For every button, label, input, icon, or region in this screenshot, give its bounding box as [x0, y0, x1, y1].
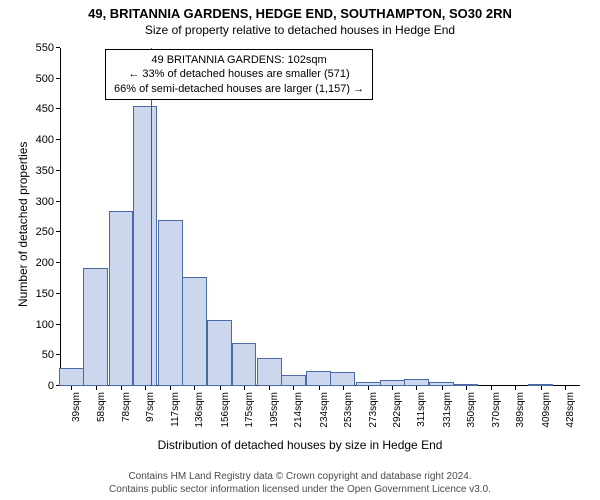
y-tick-mark: [56, 139, 60, 140]
x-tick-label: 58sqm: [96, 392, 107, 422]
annotation-line2: ← 33% of detached houses are smaller (57…: [114, 67, 364, 81]
histogram-bar: [59, 368, 84, 386]
x-tick-label: 428sqm: [565, 392, 576, 428]
x-tick-mark: [71, 386, 72, 390]
x-tick-label: 136sqm: [194, 392, 205, 428]
x-tick-mark: [269, 386, 270, 390]
x-tick-label: 273sqm: [368, 392, 379, 428]
y-tick-mark: [56, 231, 60, 232]
y-tick-mark: [56, 170, 60, 171]
y-tick-label: 450: [36, 103, 60, 115]
histogram-bar: [232, 343, 257, 386]
x-tick-label: 39sqm: [71, 392, 82, 422]
y-tick-mark: [56, 293, 60, 294]
histogram-bar: [257, 358, 282, 386]
y-tick-mark: [56, 78, 60, 79]
y-tick-label: 250: [36, 226, 60, 238]
histogram-bar: [330, 372, 355, 386]
y-tick-label: 50: [42, 349, 60, 361]
x-tick-mark: [170, 386, 171, 390]
annotation-line3: 66% of semi-detached houses are larger (…: [114, 82, 364, 96]
x-tick-mark: [319, 386, 320, 390]
x-tick-label: 389sqm: [515, 392, 526, 428]
histogram-bar: [429, 382, 454, 386]
x-tick-label: 409sqm: [541, 392, 552, 428]
y-tick-mark: [56, 47, 60, 48]
x-tick-mark: [466, 386, 467, 390]
x-tick-label: 78sqm: [121, 392, 132, 422]
attribution-footer: Contains HM Land Registry data © Crown c…: [0, 471, 600, 496]
y-tick-mark: [56, 108, 60, 109]
y-tick-label: 200: [36, 257, 60, 269]
x-tick-mark: [442, 386, 443, 390]
histogram-bar: [281, 375, 306, 386]
histogram-bar: [182, 277, 207, 386]
y-tick-mark: [56, 324, 60, 325]
x-tick-label: 214sqm: [293, 392, 304, 428]
x-tick-label: 175sqm: [244, 392, 255, 428]
x-tick-label: 370sqm: [491, 392, 502, 428]
x-tick-mark: [416, 386, 417, 390]
x-tick-label: 195sqm: [269, 392, 280, 428]
y-tick-label: 350: [36, 165, 60, 177]
y-axis-line: [60, 48, 61, 386]
histogram-bar: [133, 106, 158, 386]
y-tick-label: 550: [36, 42, 60, 54]
chart-title-line2: Size of property relative to detached ho…: [0, 23, 600, 37]
y-tick-label: 150: [36, 288, 60, 300]
x-tick-mark: [392, 386, 393, 390]
x-tick-mark: [293, 386, 294, 390]
y-tick-label: 300: [36, 196, 60, 208]
x-tick-label: 311sqm: [416, 392, 427, 427]
x-tick-mark: [541, 386, 542, 390]
x-axis-label: Distribution of detached houses by size …: [0, 438, 600, 452]
x-tick-label: 156sqm: [220, 392, 231, 428]
x-tick-mark: [343, 386, 344, 390]
histogram-bar: [528, 384, 553, 386]
x-tick-mark: [145, 386, 146, 390]
histogram-bar: [83, 268, 108, 386]
chart-title-line1: 49, BRITANNIA GARDENS, HEDGE END, SOUTHA…: [0, 6, 600, 21]
y-tick-mark: [56, 201, 60, 202]
x-tick-label: 97sqm: [145, 392, 156, 422]
x-tick-label: 234sqm: [319, 392, 330, 428]
footer-line1: Contains HM Land Registry data © Crown c…: [0, 471, 600, 484]
y-tick-label: 500: [36, 73, 60, 85]
histogram-bar: [356, 382, 381, 386]
x-tick-mark: [368, 386, 369, 390]
histogram-bar: [404, 379, 429, 386]
histogram-bar: [207, 320, 232, 386]
x-tick-mark: [194, 386, 195, 390]
x-tick-mark: [515, 386, 516, 390]
x-tick-mark: [121, 386, 122, 390]
histogram-bar: [158, 220, 183, 386]
y-axis-label: Number of detached properties: [16, 142, 30, 307]
x-tick-label: 350sqm: [466, 392, 477, 428]
x-tick-mark: [491, 386, 492, 390]
y-tick-label: 400: [36, 134, 60, 146]
footer-line2: Contains public sector information licen…: [0, 484, 600, 497]
y-tick-mark: [56, 354, 60, 355]
annotation-line1: 49 BRITANNIA GARDENS: 102sqm: [114, 53, 364, 67]
x-tick-label: 331sqm: [442, 392, 453, 428]
x-tick-label: 253sqm: [343, 392, 354, 428]
x-tick-mark: [96, 386, 97, 390]
y-tick-label: 100: [36, 319, 60, 331]
x-tick-mark: [220, 386, 221, 390]
property-annotation-box: 49 BRITANNIA GARDENS: 102sqm ← 33% of de…: [105, 49, 373, 100]
histogram-bar: [306, 371, 331, 386]
histogram-bar: [109, 211, 134, 386]
x-tick-label: 292sqm: [392, 392, 403, 428]
y-tick-mark: [56, 262, 60, 263]
histogram-bar: [453, 384, 478, 386]
histogram-bar: [380, 380, 405, 386]
x-tick-mark: [565, 386, 566, 390]
x-tick-mark: [244, 386, 245, 390]
x-tick-label: 117sqm: [170, 392, 181, 427]
